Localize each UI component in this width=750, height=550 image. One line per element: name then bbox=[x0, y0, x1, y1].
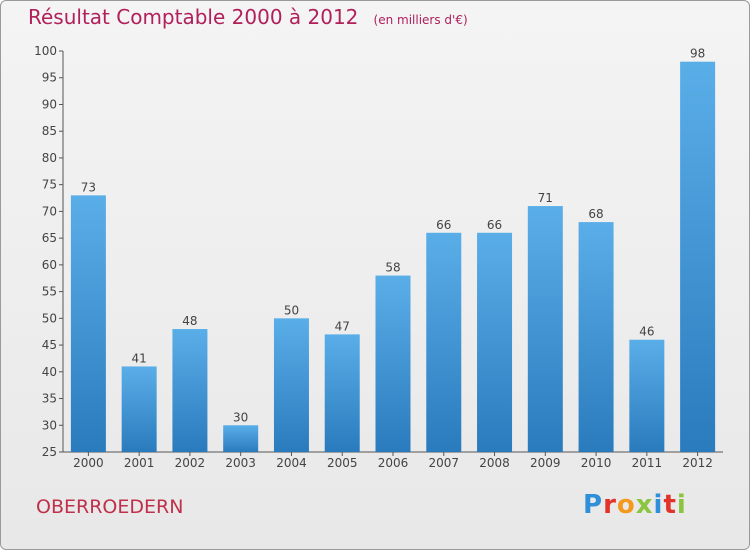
x-tick-label: 2007 bbox=[428, 456, 459, 470]
chart-title-block: Résultat Comptable 2000 à 2012 (en milli… bbox=[28, 5, 468, 29]
logo-letter: P bbox=[583, 490, 604, 520]
bar-2003 bbox=[223, 425, 259, 452]
y-tick-label: 45 bbox=[42, 338, 57, 352]
y-tick-label: 90 bbox=[42, 97, 57, 111]
data-label-2006: 58 bbox=[385, 261, 400, 275]
x-tick-label: 2012 bbox=[682, 456, 713, 470]
x-tick-label: 2004 bbox=[276, 456, 307, 470]
data-label-2003: 30 bbox=[233, 410, 248, 424]
bar-2011 bbox=[629, 339, 665, 452]
bar-2010 bbox=[578, 222, 614, 452]
y-tick-label: 35 bbox=[42, 392, 57, 406]
bar-2005 bbox=[324, 334, 360, 452]
data-label-2000: 73 bbox=[81, 180, 96, 194]
data-label-2009: 71 bbox=[538, 191, 553, 205]
town-name: OBERROEDERN bbox=[36, 496, 184, 518]
bar-2012 bbox=[680, 61, 716, 453]
data-label-2001: 41 bbox=[132, 351, 147, 365]
y-tick-label: 100 bbox=[34, 44, 57, 58]
chart-title: Résultat Comptable 2000 à 2012 bbox=[28, 5, 359, 29]
x-tick-label: 2001 bbox=[124, 456, 155, 470]
chart-subtitle: (en milliers d'€) bbox=[373, 13, 468, 27]
data-label-2012: 98 bbox=[690, 47, 705, 61]
x-tick-label: 2002 bbox=[175, 456, 206, 470]
bar-2004 bbox=[273, 318, 309, 452]
bar-2002 bbox=[172, 329, 208, 452]
proxiti-logo[interactable]: Proxiti bbox=[583, 490, 687, 520]
data-label-2011: 46 bbox=[639, 325, 654, 339]
y-tick-label: 85 bbox=[42, 124, 57, 138]
logo-letter: r bbox=[603, 490, 617, 520]
x-tick-label: 2010 bbox=[581, 456, 612, 470]
y-tick-label: 95 bbox=[42, 71, 57, 85]
y-tick-label: 50 bbox=[42, 311, 57, 325]
bar-2006 bbox=[375, 275, 411, 452]
logo-letter: i bbox=[653, 490, 664, 520]
x-tick-label: 2005 bbox=[327, 456, 358, 470]
logo-letter: i bbox=[676, 490, 687, 520]
x-tick-label: 2000 bbox=[73, 456, 104, 470]
bar-2001 bbox=[121, 366, 157, 452]
logo-letter: o bbox=[616, 490, 636, 520]
x-tick-label: 2003 bbox=[225, 456, 256, 470]
x-tick-label: 2011 bbox=[632, 456, 663, 470]
bar-2008 bbox=[477, 232, 513, 452]
y-tick-label: 60 bbox=[42, 258, 57, 272]
x-tick-label: 2009 bbox=[530, 456, 561, 470]
bar-2000 bbox=[70, 195, 106, 453]
data-label-2004: 50 bbox=[284, 303, 299, 317]
x-tick-label: 2006 bbox=[378, 456, 409, 470]
bar-2009 bbox=[527, 206, 563, 452]
y-tick-label: 40 bbox=[42, 365, 57, 379]
x-tick-label: 2008 bbox=[479, 456, 510, 470]
y-tick-label: 80 bbox=[42, 151, 57, 165]
data-label-2010: 68 bbox=[588, 207, 603, 221]
y-tick-label: 70 bbox=[42, 204, 57, 218]
data-label-2005: 47 bbox=[335, 319, 350, 333]
y-tick-label: 55 bbox=[42, 285, 57, 299]
data-label-2002: 48 bbox=[182, 314, 197, 328]
logo-letter: t bbox=[663, 490, 677, 520]
data-label-2007: 66 bbox=[436, 218, 451, 232]
y-tick-label: 25 bbox=[42, 445, 57, 459]
bar-2007 bbox=[426, 232, 462, 452]
logo-letter: x bbox=[635, 490, 654, 520]
data-label-2008: 66 bbox=[487, 218, 502, 232]
y-tick-label: 30 bbox=[42, 418, 57, 432]
y-tick-label: 75 bbox=[42, 178, 57, 192]
y-tick-label: 65 bbox=[42, 231, 57, 245]
